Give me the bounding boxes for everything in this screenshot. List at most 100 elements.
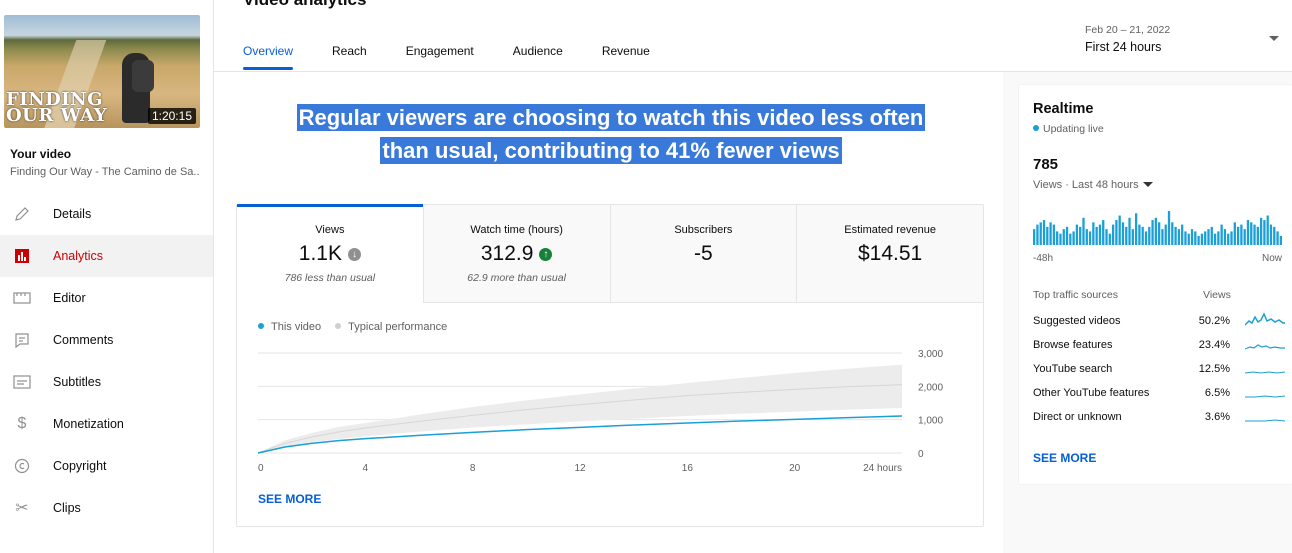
sidebar-item-label: Details xyxy=(53,207,92,221)
realtime-bar xyxy=(1144,231,1148,245)
realtime-bar xyxy=(1118,215,1121,245)
realtime-bar xyxy=(1085,229,1088,245)
chevron-down-icon[interactable] xyxy=(1269,36,1279,41)
legend-label: Typical performance xyxy=(348,321,448,333)
x-tick-label: 8 xyxy=(470,463,476,474)
traffic-source-row[interactable]: YouTube search 12.5% xyxy=(1033,363,1292,383)
realtime-bar xyxy=(1161,229,1164,245)
realtime-bar xyxy=(1269,224,1273,245)
copyright-icon xyxy=(12,456,32,476)
realtime-count: 785 xyxy=(1033,156,1059,173)
sidebar-item-copyright[interactable]: Copyright xyxy=(0,445,213,487)
realtime-bar xyxy=(1243,229,1246,245)
thumbnail-backpack xyxy=(132,60,154,92)
metric-value-row: $14.51 xyxy=(797,242,983,266)
traffic-source-name: Browse features xyxy=(1033,339,1113,351)
traffic-sources-label: Top traffic sources xyxy=(1033,289,1119,301)
traffic-source-row[interactable]: Direct or unknown 3.6% xyxy=(1033,411,1292,431)
insight-headline: Regular viewers are choosing to watch th… xyxy=(240,101,982,167)
overview-card: Views 1.1K ↓ 786 less than usual Watch t… xyxy=(236,204,984,527)
date-range[interactable]: Feb 20 – 21, 2022 xyxy=(1085,24,1171,36)
metric-label: Subscribers xyxy=(674,224,733,236)
realtime-bar xyxy=(1098,224,1102,245)
realtime-card: Realtime Updating live 785 Views · Last … xyxy=(1019,85,1292,484)
thumbnail-title-art: FINDING OUR WAY xyxy=(6,91,108,126)
realtime-bar xyxy=(1171,222,1174,245)
live-dot-icon xyxy=(1033,125,1039,131)
tab-audience[interactable]: Audience xyxy=(512,44,563,58)
sidebar-item-label: Analytics xyxy=(53,249,104,263)
realtime-bar xyxy=(1141,226,1144,245)
metric-tabs: Views 1.1K ↓ 786 less than usual Watch t… xyxy=(237,204,983,303)
realtime-bar xyxy=(1158,222,1161,245)
metric-estimated-revenue[interactable]: Estimated revenue $14.51 xyxy=(797,205,983,303)
metric-views[interactable]: Views 1.1K ↓ 786 less than usual xyxy=(237,204,424,303)
sidebar-item-comments[interactable]: Comments xyxy=(0,319,213,361)
realtime-bar xyxy=(1276,231,1279,245)
realtime-axis-end: Now xyxy=(1261,253,1282,264)
y-tick-label: 3,000 xyxy=(918,349,943,360)
page-title: Video analytics xyxy=(243,0,366,10)
date-selector-label[interactable]: First 24 hours xyxy=(1085,40,1162,54)
sidebar-item-editor[interactable]: Editor xyxy=(0,277,213,319)
traffic-source-row[interactable]: Suggested videos 50.2% xyxy=(1033,312,1292,335)
subtitles-icon xyxy=(12,372,32,392)
traffic-source-row[interactable]: Browse features 23.4% xyxy=(1033,339,1292,359)
x-tick-label: 16 xyxy=(682,463,694,474)
see-more-link[interactable]: SEE MORE xyxy=(258,492,322,506)
realtime-bar xyxy=(1046,226,1049,245)
realtime-bar xyxy=(1151,220,1154,245)
realtime-bar xyxy=(1102,220,1105,245)
realtime-bar xyxy=(1115,220,1118,245)
realtime-bar xyxy=(1128,217,1131,245)
realtime-bar xyxy=(1138,224,1141,245)
metric-watch-time[interactable]: Watch time (hours) 312.9 ↑ 62.9 more tha… xyxy=(423,205,611,303)
realtime-bar xyxy=(1220,224,1223,245)
insight-headline-line1: Regular viewers are choosing to watch th… xyxy=(296,104,926,131)
metric-subscribers[interactable]: Subscribers -5 xyxy=(610,205,798,303)
traffic-source-pct: 12.5% xyxy=(1198,363,1230,375)
traffic-source-row[interactable]: Other YouTube features 6.5% xyxy=(1033,387,1292,407)
views-chart[interactable]: 0 1,000 2,000 3,000 0 4 8 12 16 20 24 hours xyxy=(237,335,983,475)
sidebar-item-clips[interactable]: ✂ Clips xyxy=(0,487,213,529)
realtime-bar xyxy=(1052,224,1056,245)
this-video-line xyxy=(257,415,903,454)
metric-value: $14.51 xyxy=(858,242,923,265)
x-tick-label: 4 xyxy=(363,463,369,474)
metric-value: -5 xyxy=(694,242,713,265)
tab-revenue[interactable]: Revenue xyxy=(601,44,650,58)
tab-overview[interactable]: Overview xyxy=(243,44,294,70)
realtime-bar-chart[interactable] xyxy=(1033,209,1283,245)
video-thumbnail[interactable]: FINDING OUR WAY 1:20:15 xyxy=(4,15,200,128)
sidebar-item-analytics[interactable]: Analytics xyxy=(0,235,213,277)
analytics-tabs: Overview Reach Engagement Audience Reven… xyxy=(243,44,689,70)
realtime-bar xyxy=(1273,226,1276,245)
tab-engagement[interactable]: Engagement xyxy=(405,44,474,58)
traffic-source-pct: 50.2% xyxy=(1198,315,1230,327)
sidebar-item-monetization[interactable]: $ Monetization xyxy=(0,403,213,445)
realtime-bar xyxy=(1177,229,1181,245)
realtime-metric-dropdown[interactable]: Views · Last 48 hours xyxy=(1033,179,1153,191)
realtime-axis-start: -48h xyxy=(1033,253,1054,264)
metric-value-row: -5 xyxy=(611,242,797,266)
realtime-bar xyxy=(1184,231,1187,245)
realtime-title: Realtime xyxy=(1033,101,1094,117)
dollar-icon: $ xyxy=(17,415,27,432)
realtime-bar xyxy=(1223,229,1227,245)
sidebar-item-subtitles[interactable]: Subtitles xyxy=(0,361,213,403)
realtime-bar xyxy=(1049,222,1052,245)
arrow-down-icon: ↓ xyxy=(347,247,361,261)
realtime-status-text: Updating live xyxy=(1043,123,1104,135)
x-tick-label: 24 hours xyxy=(863,463,902,474)
sidebar-item-details[interactable]: Details xyxy=(0,193,213,235)
realtime-bar xyxy=(1227,233,1230,245)
y-tick-label: 2,000 xyxy=(918,382,943,393)
tab-reach[interactable]: Reach xyxy=(332,44,367,58)
realtime-bar xyxy=(1131,229,1134,245)
traffic-source-pct: 23.4% xyxy=(1198,339,1230,351)
thumbnail-art-line2: OUR WAY xyxy=(6,105,108,126)
video-title[interactable]: Finding Our Way - The Camino de Sa... xyxy=(10,166,200,178)
traffic-source-pct: 3.6% xyxy=(1204,411,1230,423)
sidebar-item-label: Clips xyxy=(53,501,81,515)
realtime-see-more-link[interactable]: SEE MORE xyxy=(1033,451,1097,465)
